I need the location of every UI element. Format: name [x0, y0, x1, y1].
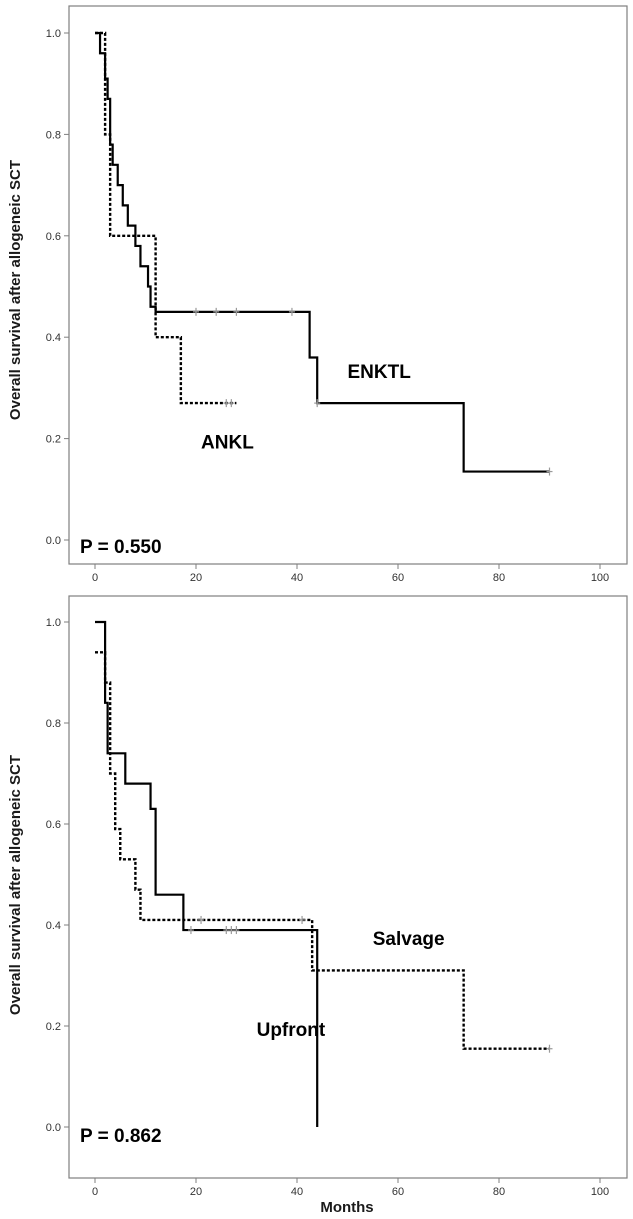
x-tick-label: 100 — [591, 1186, 609, 1198]
y-tick-label: 0.8 — [46, 718, 61, 730]
x-axis-label: Months — [320, 1199, 373, 1216]
series-label-salvage: Salvage — [373, 929, 445, 950]
series-bottom: Upfront Salvage — [95, 620, 553, 1127]
y-tick-label: 0.0 — [46, 535, 61, 547]
series-label-upfront: Upfront — [257, 1020, 326, 1041]
p-value-top: P = 0.550 — [80, 537, 162, 558]
y-tick-label: 0.8 — [46, 129, 61, 141]
series-line-ankl — [95, 31, 237, 405]
panel-bottom: Overall survival after allogeneic SCT P … — [7, 595, 628, 1216]
x-tick-label: 40 — [291, 1186, 303, 1198]
x-tick-label: 80 — [493, 572, 505, 584]
plot-frame-bottom — [68, 595, 628, 1179]
y-tick-label: 1.0 — [46, 617, 61, 629]
x-tick-label: 100 — [591, 572, 609, 584]
p-value-bottom: P = 0.862 — [80, 1126, 162, 1147]
y-tick-label: 0.4 — [46, 920, 61, 932]
y-tick-label: 0.2 — [46, 434, 61, 446]
y-tick-label: 0.6 — [46, 231, 61, 243]
plot-frame-top — [68, 5, 628, 565]
y-tick-label: 0.0 — [46, 1122, 61, 1134]
y-tick-label: 1.0 — [46, 28, 61, 40]
series-label-enktl: ENKTL — [348, 362, 412, 383]
x-tick-label: 60 — [392, 1186, 404, 1198]
x-tick-label: 0 — [92, 1186, 98, 1198]
ticks-bottom: 0 20 40 60 80 100 0.0 0.2 0.4 0.6 0.8 1.0 — [46, 617, 609, 1198]
series-line-salvage — [95, 651, 550, 1050]
y-tick-label: 0.2 — [46, 1021, 61, 1033]
series-line-enktl — [95, 31, 550, 473]
panel-top: Overall survival after allogeneic SCT P … — [7, 5, 628, 584]
series-label-ankl: ANKL — [201, 433, 254, 454]
y-axis-label-bottom: Overall survival after allogeneic SCT — [7, 755, 24, 1015]
series-top: ENKTL ANKL — [95, 31, 553, 476]
y-tick-label: 0.4 — [46, 332, 61, 344]
x-tick-label: 40 — [291, 572, 303, 584]
x-tick-label: 20 — [190, 1186, 202, 1198]
ticks-top: 0 20 40 60 80 100 0.0 0.2 0.4 0.6 0.8 1.0 — [46, 28, 609, 584]
y-axis-label-top: Overall survival after allogeneic SCT — [7, 160, 24, 420]
series-line-upfront — [95, 620, 319, 1127]
x-tick-label: 20 — [190, 572, 202, 584]
x-tick-label: 60 — [392, 572, 404, 584]
x-tick-label: 0 — [92, 572, 98, 584]
x-tick-label: 80 — [493, 1186, 505, 1198]
y-tick-label: 0.6 — [46, 819, 61, 831]
